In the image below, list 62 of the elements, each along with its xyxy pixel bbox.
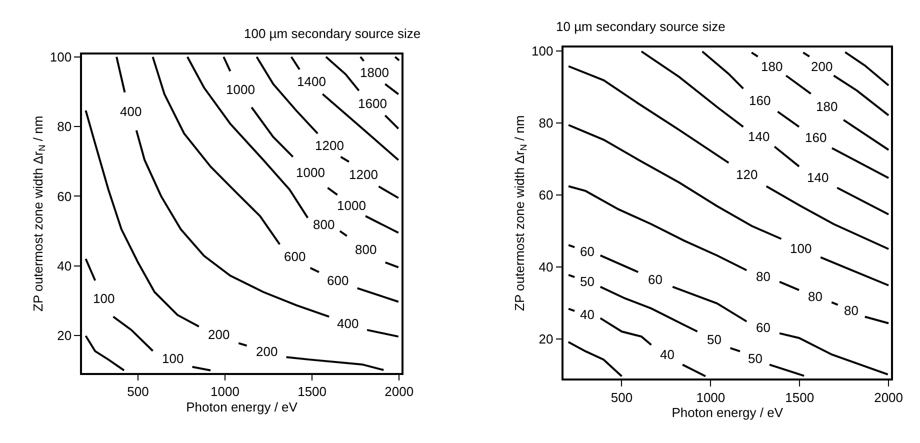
text: 800 (355, 242, 377, 257)
y-tick-label: 100 (50, 49, 72, 64)
x-tick-label: 500 (127, 384, 149, 400)
line-series (84, 334, 126, 372)
x-tick-label: 1500 (298, 384, 327, 400)
y-tick-label: 20 (57, 328, 72, 344)
y-tick-label: 80 (538, 115, 554, 130)
series-label: 140 (748, 129, 770, 144)
x-axis-title: Photon energy / eV (186, 399, 298, 414)
series-label: 40 (580, 307, 594, 322)
series-label: 200 (811, 59, 833, 74)
x-tick-label: 2000 (874, 390, 904, 406)
text: 80 (808, 289, 822, 304)
text: 1000 (226, 82, 255, 97)
series-label: 120 (736, 167, 758, 182)
y-tick-label: 100 (532, 43, 554, 58)
x-axis-title: Photon energy / eV (672, 405, 784, 420)
series-label: 100 (162, 351, 184, 366)
y-tick-label: 40 (57, 258, 72, 274)
text: 80 (756, 269, 770, 284)
text: 100 (93, 291, 115, 306)
series-label: 50 (580, 274, 594, 289)
x-tick-label: 2000 (384, 384, 414, 400)
text: 180 (816, 99, 838, 114)
text: 200 (208, 327, 230, 342)
series-label: 1400 (297, 74, 326, 89)
y-tick-label: 20 (538, 332, 554, 347)
text: 1200 (315, 138, 344, 153)
text: 600 (327, 273, 349, 288)
series-label: 1600 (358, 96, 387, 111)
x-tick-label: 1000 (696, 390, 726, 406)
x-tick-label: 1000 (210, 384, 240, 400)
series-label: 200 (256, 344, 278, 359)
x-tick-label: 1500 (785, 390, 814, 406)
series-label: 1200 (349, 167, 378, 182)
series-label: 1800 (360, 65, 389, 80)
series-label: 180 (761, 59, 783, 74)
text: 1000 (296, 165, 325, 180)
series-label: 400 (337, 316, 359, 331)
chart-title: 10 µm secondary source size (556, 19, 726, 34)
text: 140 (807, 170, 829, 185)
text: 40 (660, 347, 674, 362)
series-label: 160 (805, 130, 827, 145)
y-tick-label: 40 (538, 260, 554, 275)
chart-title: 100 µm secondary source size (244, 26, 421, 41)
y-tick-label: 60 (57, 188, 72, 204)
y-tick-label: 80 (57, 119, 72, 134)
x-tick-label: 500 (610, 390, 633, 406)
line-series (567, 340, 623, 378)
y-tick-label: 60 (538, 187, 554, 202)
text: 60 (756, 320, 770, 335)
series-label: 80 (844, 303, 858, 318)
series-label: 100 (790, 241, 812, 256)
text: 60 (648, 272, 662, 287)
series-label: 60 (580, 244, 594, 259)
text: 50 (748, 351, 762, 366)
series-label: 600 (284, 249, 306, 264)
series-label: 800 (313, 217, 335, 232)
text: 160 (749, 93, 771, 108)
series-label: 1000 (337, 198, 366, 213)
text: 50 (707, 332, 722, 347)
text: 400 (120, 104, 142, 119)
